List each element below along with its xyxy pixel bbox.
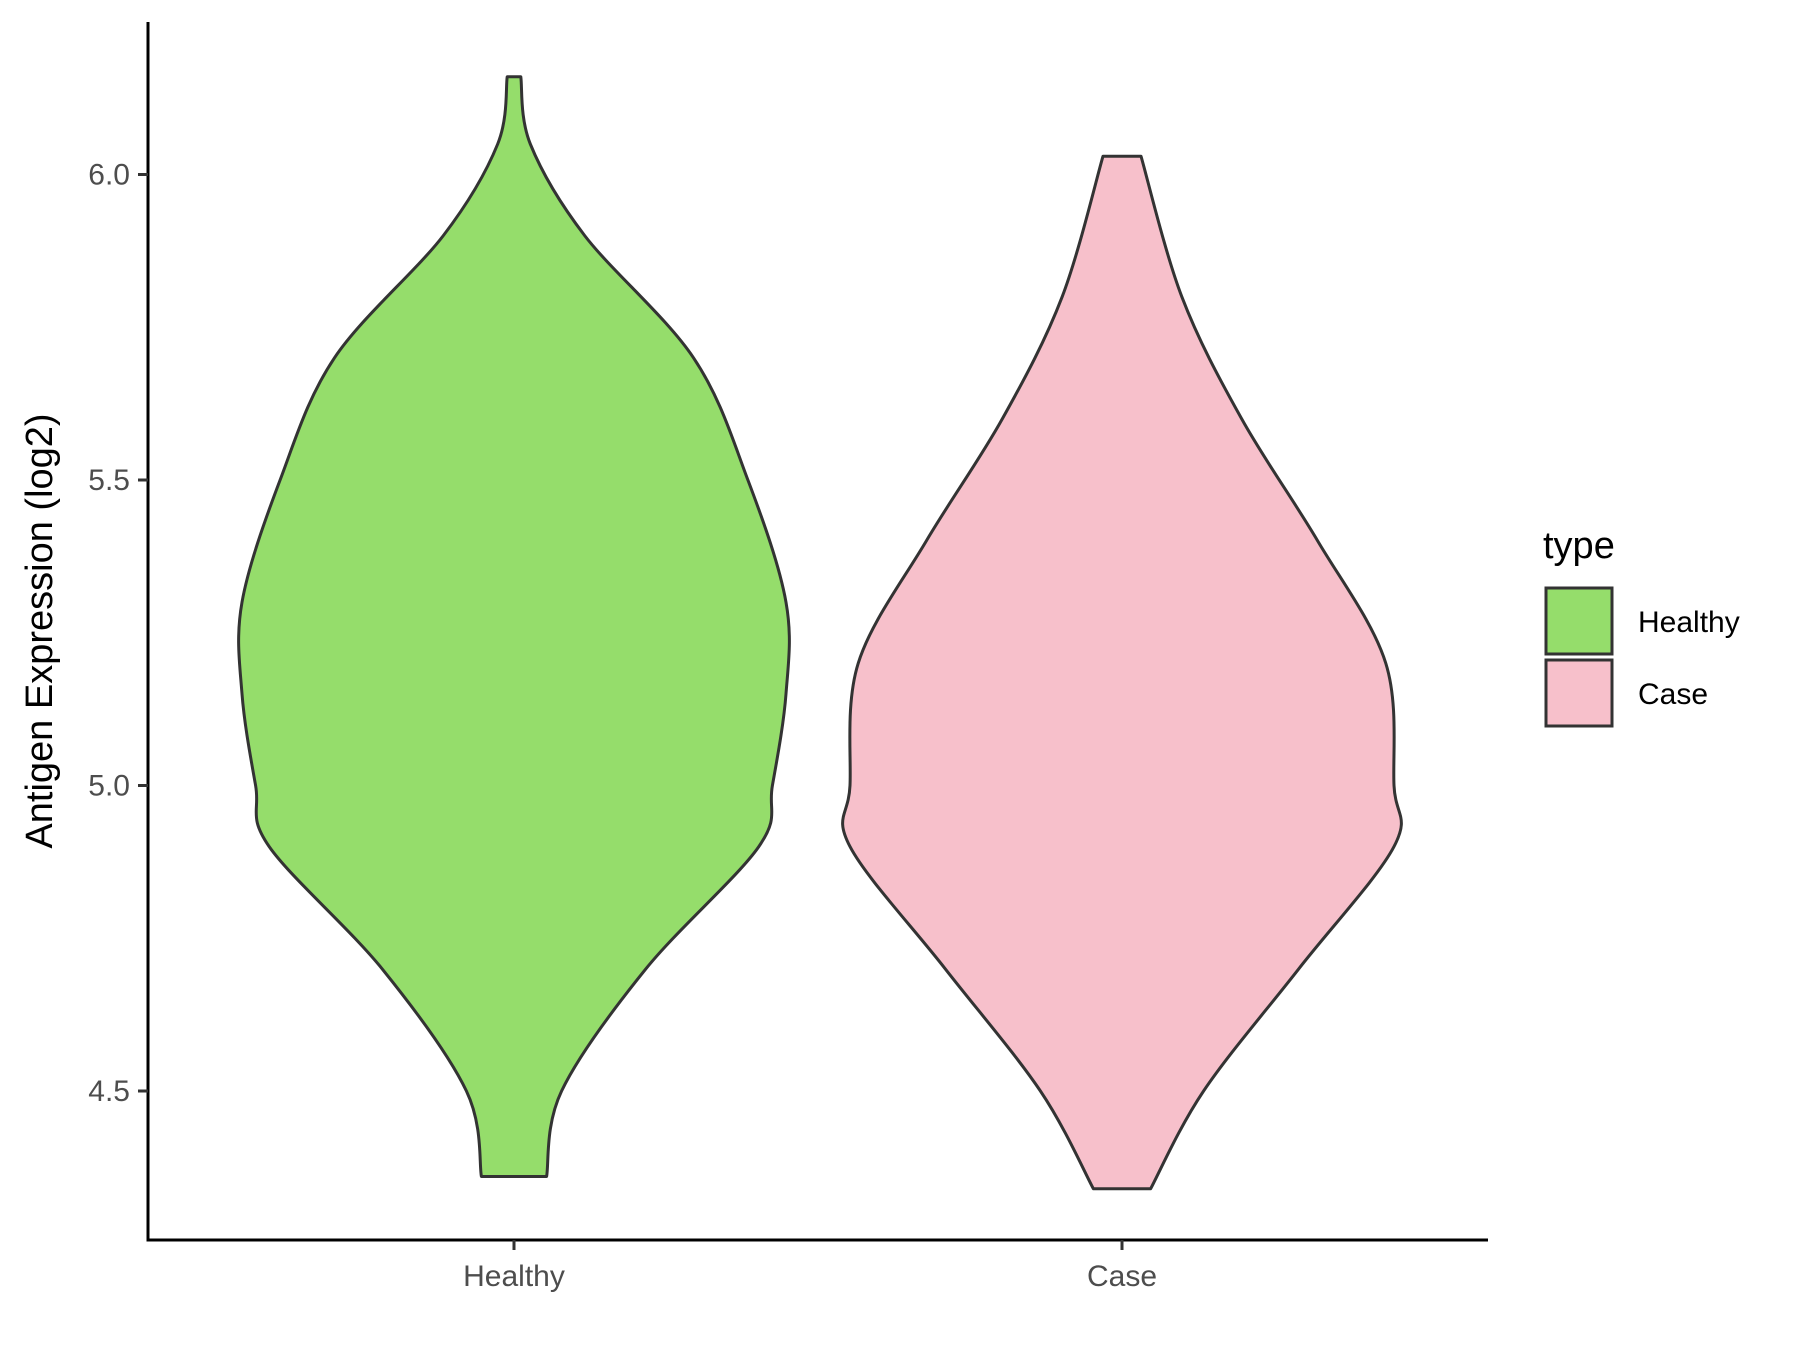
legend-label-case: Case — [1638, 678, 1708, 711]
y-axis-ticks: 4.5 5.0 5.5 6.0 — [88, 159, 148, 1108]
violin-case — [841, 154, 1403, 1191]
y-tick-label: 5.5 — [88, 464, 130, 497]
x-tick-label: Healthy — [463, 1260, 565, 1293]
x-tick-label: Case — [1087, 1260, 1157, 1293]
x-axis-ticks: Healthy Case — [463, 1240, 1157, 1293]
legend-key-healthy — [1544, 586, 1614, 656]
plot-area — [237, 75, 1403, 1191]
y-tick-label: 4.5 — [88, 1075, 130, 1108]
violins-group — [237, 75, 1403, 1191]
legend-entries: Healthy Case — [1544, 586, 1740, 728]
legend-label-healthy: Healthy — [1638, 606, 1740, 639]
legend-title: type — [1543, 525, 1615, 567]
y-axis-title: Antigen Expression (log2) — [19, 413, 61, 848]
y-tick-label: 5.0 — [88, 770, 130, 803]
violin-healthy — [237, 75, 791, 1178]
legend-key-case — [1544, 658, 1614, 728]
legend: type Healthy Case — [1543, 525, 1740, 728]
y-tick-label: 6.0 — [88, 159, 130, 192]
